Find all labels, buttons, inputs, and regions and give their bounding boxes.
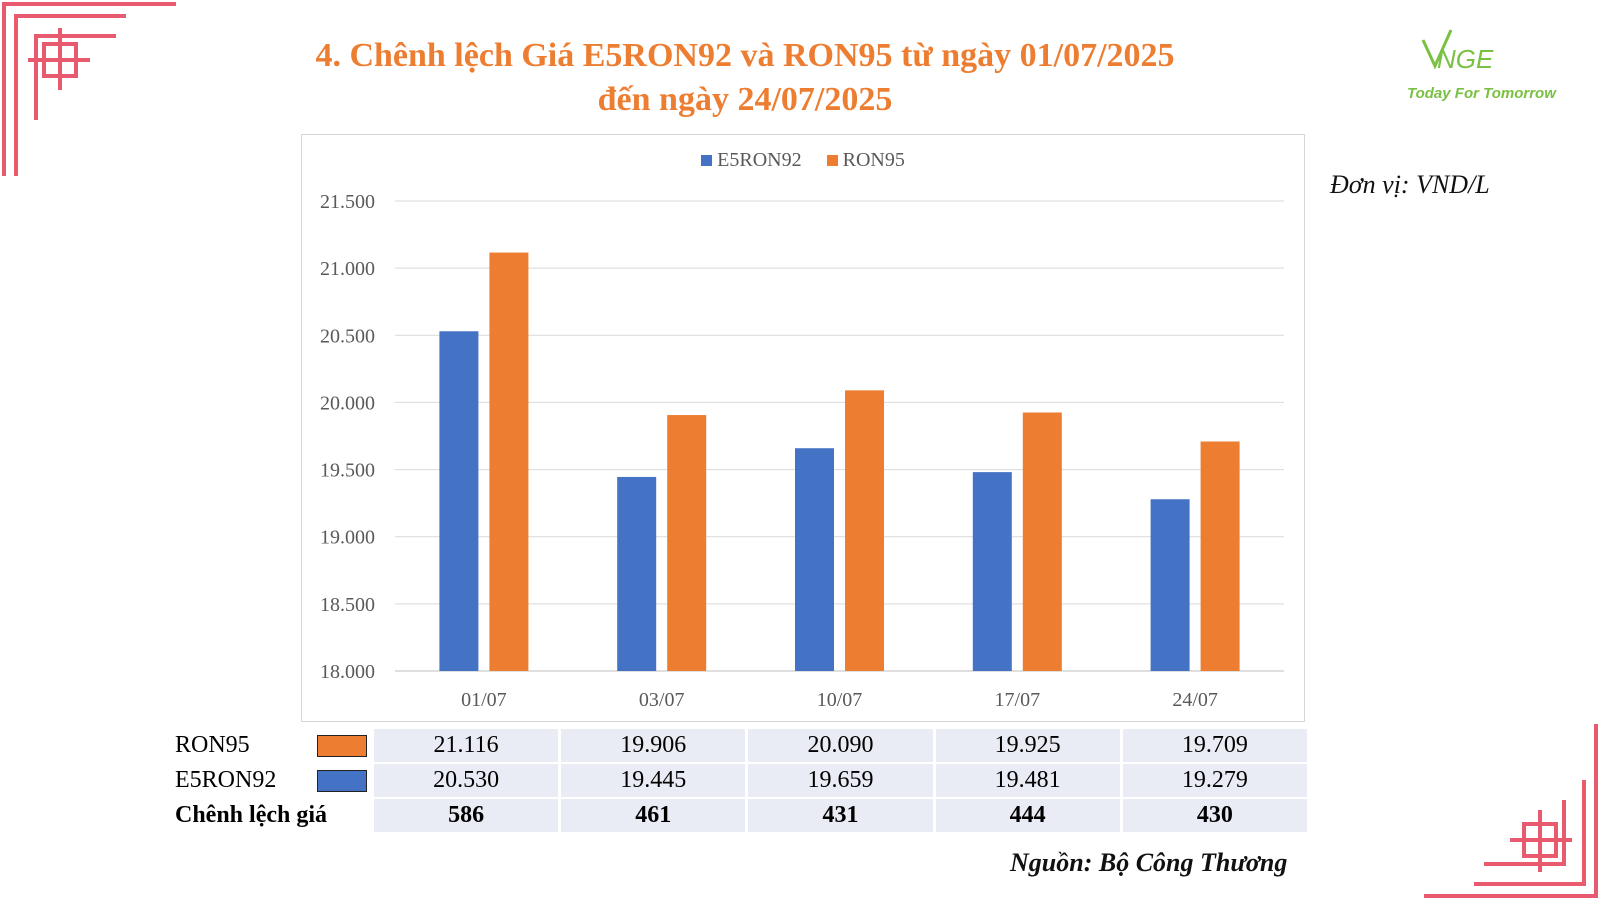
bar-e5ron92-24-07	[1150, 499, 1190, 671]
y-tick-label: 18.000	[320, 661, 375, 683]
table-cell: 461	[561, 799, 746, 832]
legend-item-ron95: RON95	[826, 149, 905, 172]
table-row-e5ron92: E5RON92 20.530 19.445 19.659 19.481 19.2…	[175, 764, 1307, 797]
table-cell: 19.279	[1122, 764, 1307, 797]
y-tick-label: 20.000	[320, 392, 375, 414]
bar-ron95-17-07	[1022, 412, 1062, 671]
chart-legend: E5RON92 RON95	[302, 149, 1304, 172]
x-tick-label: 03/07	[639, 689, 685, 711]
y-tick-label: 20.500	[320, 325, 375, 347]
table-cell: 19.906	[561, 729, 746, 762]
vnge-logo: NGE Today For Tomorrow	[1407, 29, 1557, 102]
table-cell: 19.925	[935, 729, 1120, 762]
legend-key-e5ron92	[317, 769, 367, 792]
y-tick-label: 19.500	[320, 460, 375, 482]
unit-label: Đơn vị: VND/L	[1330, 170, 1490, 199]
corner-ornament-bottom-right	[1424, 724, 1598, 898]
y-tick-label: 21.000	[320, 258, 375, 280]
table-cell: 19.659	[748, 764, 933, 797]
corner-ornament-top-left	[2, 2, 176, 176]
table-cell: 19.709	[1122, 729, 1307, 762]
chart-plot: 18.000 18.500 19.000 19.500 20.000 20.500 21.0…	[320, 191, 1284, 711]
legend-label-e5ron92: E5RON92	[717, 149, 802, 171]
table-cell: 20.530	[374, 764, 559, 797]
svg-text:NGE: NGE	[1437, 44, 1494, 74]
bar-e5ron92-10-07	[795, 448, 834, 671]
table-cell: 19.445	[561, 764, 746, 797]
y-tick-label: 19.000	[320, 527, 375, 549]
source-label: Nguồn: Bộ Công Thương	[1010, 848, 1288, 877]
row-label-e5ron92: E5RON92	[175, 767, 277, 793]
y-tick-label: 18.500	[320, 594, 375, 616]
page-title-line1: 4. Chênh lệch Giá E5RON92 và RON95 từ ng…	[315, 37, 1175, 74]
table-cell: 444	[935, 799, 1120, 832]
table-cell: 586	[374, 799, 559, 832]
x-tick-label: 24/07	[1172, 689, 1218, 711]
x-tick-label: 17/07	[995, 689, 1041, 711]
data-table: RON95 21.116 19.906 20.090 19.925 19.709…	[172, 727, 1310, 834]
y-tick-label: 21.500	[320, 191, 375, 213]
svg-text:Today For Tomorrow: Today For Tomorrow	[1407, 85, 1557, 102]
row-label-ron95: RON95	[175, 732, 250, 758]
table-cell: 19.481	[935, 764, 1120, 797]
bar-ron95-03-07	[667, 415, 707, 671]
legend-swatch-ron95	[826, 155, 838, 166]
table-cell: 431	[748, 799, 933, 832]
x-tick-label: 01/07	[461, 689, 507, 711]
legend-item-e5ron92: E5RON92	[701, 149, 802, 172]
page-title-line2: đến ngày 24/07/2025	[597, 81, 893, 118]
bar-e5ron92-01-07	[439, 331, 479, 671]
bar-e5ron92-03-07	[617, 476, 657, 671]
bar-chart: E5RON92 RON95 18.000 18.500 19.000 19.500 20…	[301, 134, 1305, 722]
table-cell: 20.090	[748, 729, 933, 762]
row-label-difference: Chênh lệch giá	[175, 802, 328, 828]
legend-swatch-e5ron92	[701, 155, 713, 166]
table-cell: 21.116	[374, 729, 559, 762]
page-title: 4. Chênh lệch Giá E5RON92 và RON95 từ ng…	[210, 34, 1280, 122]
bar-e5ron92-17-07	[972, 472, 1012, 671]
bar-ron95-01-07	[489, 252, 529, 671]
legend-key-ron95	[317, 734, 367, 757]
table-cell: 430	[1122, 799, 1307, 832]
legend-label-ron95: RON95	[842, 149, 905, 171]
table-row-ron95: RON95 21.116 19.906 20.090 19.925 19.709	[175, 729, 1307, 762]
table-row-difference: Chênh lệch giá 586 461 431 444 430	[175, 799, 1307, 832]
x-tick-label: 10/07	[817, 689, 863, 711]
bar-ron95-24-07	[1200, 441, 1240, 671]
bar-ron95-10-07	[845, 390, 884, 671]
